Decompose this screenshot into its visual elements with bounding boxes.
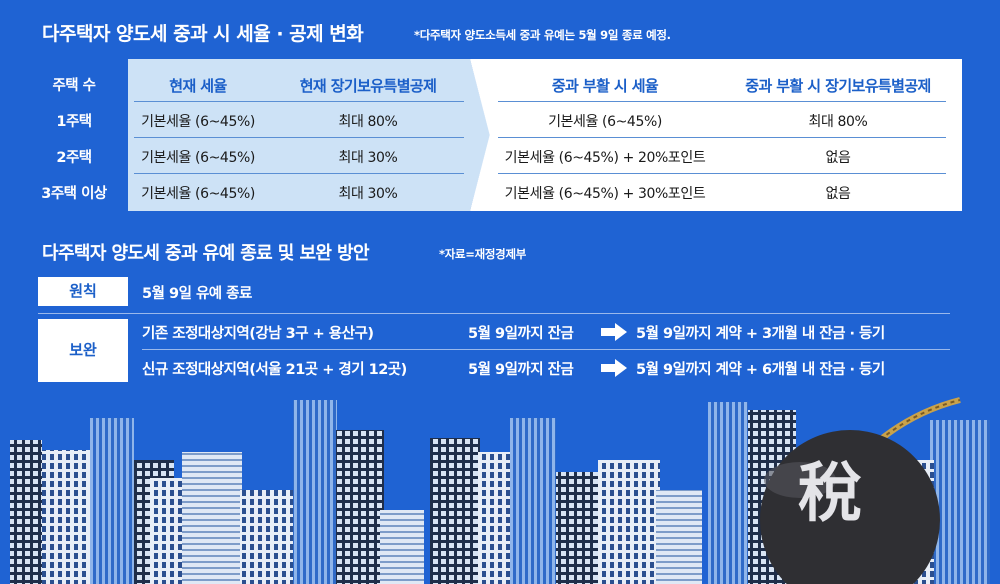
supp-before-1: 5월 9일까지 잔금: [468, 326, 574, 342]
divider: [498, 173, 946, 174]
col-new-rate: 중과 부활 시 세율: [551, 77, 659, 95]
reinstated-rates-panel: 중과 부활 시 세율 중과 부활 시 장기보유특별공제 기본세율 (6~45%)…: [470, 59, 962, 211]
col-current-deduction: 현재 장기보유특별공제: [299, 77, 437, 95]
divider: [498, 101, 946, 102]
principle-text: 5월 9일 유예 종료: [142, 286, 252, 302]
arrow-right-icon: [601, 359, 627, 377]
row-label-1: 1주택: [56, 114, 92, 130]
section2-note: *자료=재정경제부: [439, 247, 527, 261]
cell-new-rate-1: 기본세율 (6~45%): [548, 114, 662, 130]
section1-title: 다주택자 양도세 중과 시 세율 · 공제 변화: [42, 23, 364, 45]
cell-cur-rate-3: 기본세율 (6~45%): [141, 186, 255, 202]
supp-after-1: 5월 9일까지 계약 + 3개월 내 잔금 · 등기: [636, 326, 885, 342]
divider: [498, 137, 946, 138]
cell-new-rate-3: 기본세율 (6~45%) + 30%포인트: [504, 186, 706, 202]
arrow-right-icon: [601, 323, 627, 341]
cell-new-deduct-2: 없음: [825, 150, 851, 166]
divider: [134, 137, 464, 138]
principle-label: 원칙: [38, 277, 128, 306]
cell-cur-deduct-2: 최대 30%: [338, 150, 398, 166]
row-header-label: 주택 수: [52, 78, 96, 94]
supp-after-2: 5월 9일까지 계약 + 6개월 내 잔금 · 등기: [636, 362, 885, 378]
cell-cur-deduct-3: 최대 30%: [338, 186, 398, 202]
section1-note: *다주택자 양도소득세 중과 유예는 5월 9일 종료 예정.: [414, 28, 671, 42]
divider: [142, 349, 950, 350]
cell-cur-deduct-1: 최대 80%: [338, 114, 398, 130]
supp-area-2: 신규 조정대상지역(서울 21곳 + 경기 12곳): [142, 362, 407, 378]
supp-area-1: 기존 조정대상지역(강남 3구 + 용산구): [142, 326, 374, 342]
cell-new-deduct-1: 최대 80%: [808, 114, 868, 130]
section2-title: 다주택자 양도세 중과 유예 종료 및 보완 방안: [42, 243, 370, 264]
bomb-tax-character: 稅: [798, 456, 862, 531]
current-rates-panel: 현재 세율 현재 장기보유특별공제 기본세율 (6~45%) 최대 80% 기본…: [128, 59, 490, 211]
col-current-rate: 현재 세율: [169, 77, 227, 95]
cell-new-deduct-3: 없음: [825, 186, 851, 202]
row-label-2: 2주택: [56, 150, 92, 166]
cell-new-rate-2: 기본세율 (6~45%) + 20%포인트: [504, 150, 706, 166]
row-label-3: 3주택 이상: [41, 186, 107, 202]
cell-cur-rate-2: 기본세율 (6~45%): [141, 150, 255, 166]
city-skyline-illustration: 稅: [10, 397, 990, 584]
cell-cur-rate-1: 기본세율 (6~45%): [141, 114, 255, 130]
divider: [38, 313, 950, 314]
supplement-label: 보완: [38, 319, 128, 382]
divider: [134, 173, 464, 174]
col-new-deduction: 중과 부활 시 장기보유특별공제: [745, 77, 931, 95]
supp-before-2: 5월 9일까지 잔금: [468, 362, 574, 378]
divider: [134, 101, 464, 102]
